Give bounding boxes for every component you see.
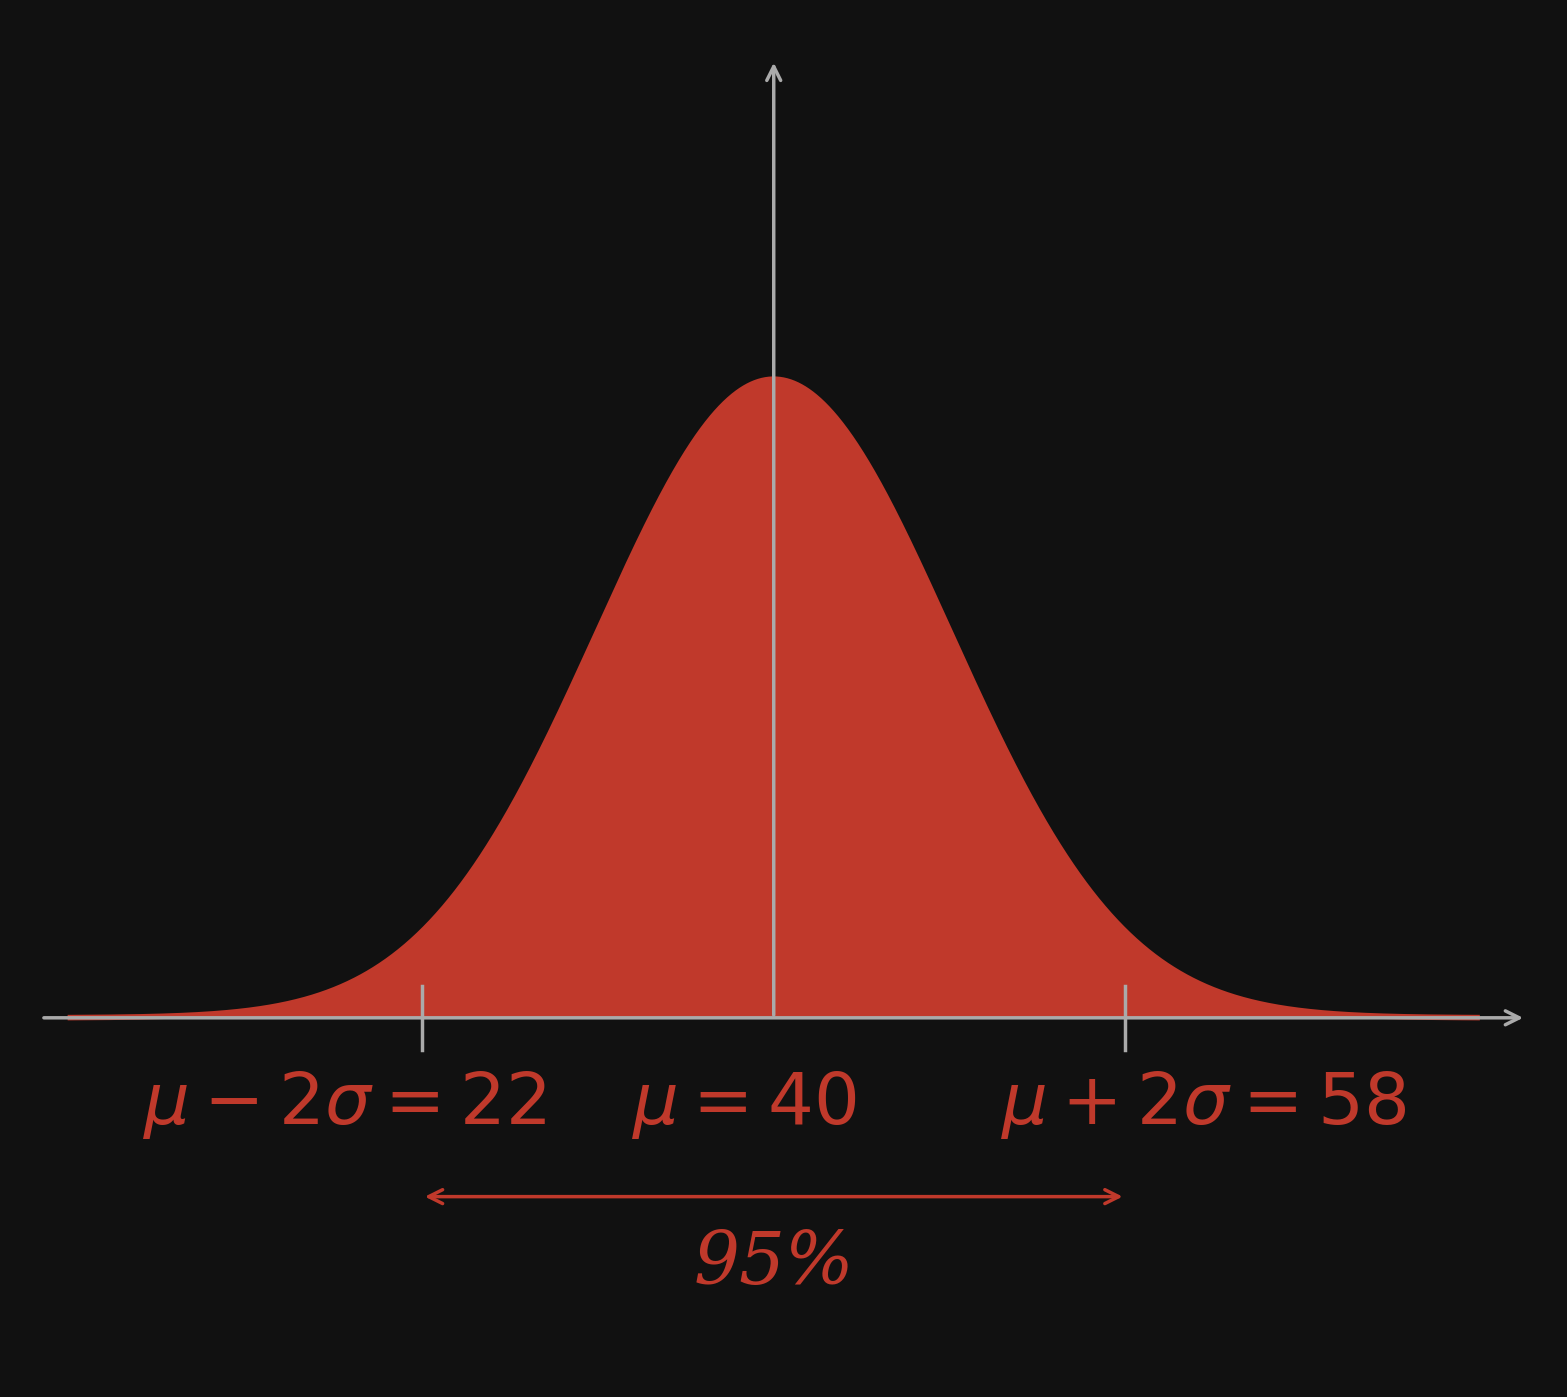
Text: $\mu = 40$: $\mu = 40$ — [632, 1069, 857, 1141]
Text: 95%: 95% — [694, 1228, 854, 1299]
Text: $\mu + 2\sigma = 58$: $\mu + 2\sigma = 58$ — [1001, 1069, 1406, 1141]
Text: $\mu - 2\sigma = 22$: $\mu - 2\sigma = 22$ — [143, 1069, 545, 1141]
